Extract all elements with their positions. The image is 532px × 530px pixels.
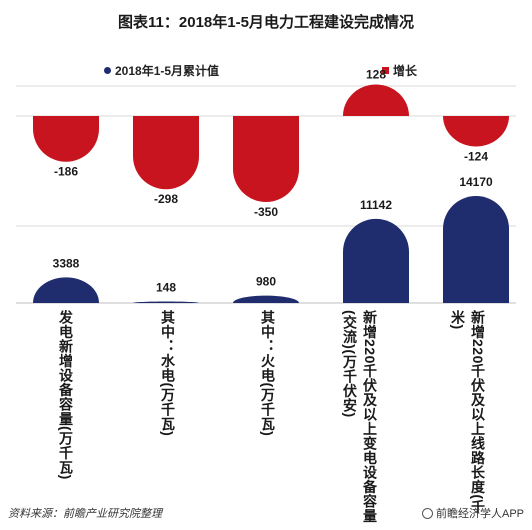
cumulative-value-label-0: 3388 — [53, 256, 80, 270]
growth-value-label-4: -124 — [464, 149, 488, 163]
cumulative-bar-0 — [33, 277, 99, 303]
cumulative-bar-4 — [443, 196, 509, 303]
growth-value-label-3: 128 — [366, 68, 386, 82]
growth-bar-1 — [133, 116, 199, 190]
cumulative-value-label-1: 148 — [156, 281, 176, 295]
brand-text: 前瞻经济学人APP — [435, 508, 524, 520]
cumulative-value-label-3: 11142 — [360, 198, 392, 212]
source-note: 资料来源：前瞻产业研究院整理 — [8, 508, 162, 520]
growth-bar-4 — [443, 116, 509, 147]
legend-growth-swatch — [382, 67, 389, 74]
category-label-0: 发电新增设备容量(万千瓦) — [58, 310, 74, 480]
legend-growth-label: 增长 — [393, 64, 418, 78]
growth-value-label-1: -298 — [154, 192, 178, 206]
category-label-1: 其中：水电(万千瓦) — [160, 310, 176, 437]
cumulative-bar-1 — [133, 301, 199, 303]
legend-cumulative-swatch — [104, 67, 111, 74]
category-label-3: 新增220千伏及以上变电设备容量(交流)(万千伏安) — [342, 310, 378, 524]
cumulative-bar-2 — [233, 295, 299, 303]
cumulative-value-label-2: 980 — [256, 275, 276, 289]
cumulative-bar-3 — [343, 218, 409, 303]
growth-value-label-2: -350 — [254, 205, 278, 219]
growth-bar-3 — [343, 84, 409, 116]
category-label-2: 其中：火电(万千瓦) — [260, 310, 276, 437]
brand-label: 前瞻经济学人APP — [421, 505, 524, 521]
legend-growth: 增长 — [382, 62, 417, 79]
cumulative-value-label-4: 14170 — [459, 175, 493, 189]
growth-bar-2 — [233, 116, 299, 202]
legend-cumulative: 2018年1-5月累计值 — [104, 62, 219, 79]
category-label-4: 新增220千伏及以上线路长度(千米) — [450, 310, 486, 515]
growth-bar-0 — [33, 116, 99, 162]
growth-value-label-0: -186 — [54, 165, 78, 179]
brand-logo-icon — [421, 508, 433, 519]
legend-cumulative-label: 2018年1-5月累计值 — [115, 64, 220, 78]
chart-title: 图表11：2018年1-5月电力工程建设完成情况 — [118, 14, 414, 31]
